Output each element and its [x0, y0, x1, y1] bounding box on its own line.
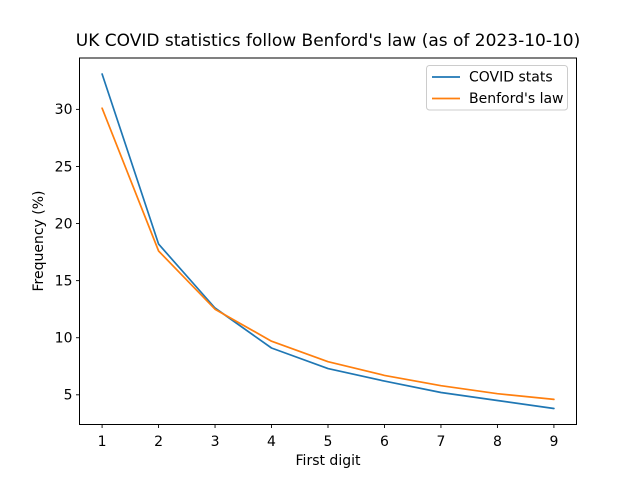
legend: COVID stats Benford's law	[426, 65, 568, 111]
x-axis-ticks: 1 2 3 4 5 6 7 8 9	[98, 424, 558, 450]
chart-title: UK COVID statistics follow Benford's law…	[76, 31, 580, 51]
y-tick-label: 20	[55, 216, 73, 232]
series-line-benford-s-law	[101, 107, 555, 401]
y-tick-label: 25	[55, 159, 73, 175]
x-tick-label: 1	[98, 434, 107, 450]
y-tick-label: 10	[55, 331, 73, 347]
y-axis-ticks: 5 10 15 20 25 30	[55, 102, 80, 404]
legend-label-covid-stats: COVID stats	[469, 70, 553, 86]
x-tick-label: 2	[154, 434, 163, 450]
x-tick-label: 4	[267, 434, 276, 450]
y-tick-label: 15	[55, 273, 73, 289]
x-tick-label: 9	[549, 434, 558, 450]
x-axis-label: First digit	[296, 453, 361, 469]
y-tick-label: 30	[55, 102, 73, 118]
y-tick-label: 5	[64, 388, 73, 404]
legend-label-benfords-law: Benford's law	[469, 91, 564, 107]
series-line-covid-stats	[101, 73, 555, 410]
x-tick-label: 8	[493, 434, 502, 450]
x-tick-label: 6	[380, 434, 389, 450]
x-tick-label: 7	[436, 434, 445, 450]
legend-box	[426, 65, 568, 111]
plot-series	[101, 73, 555, 410]
x-tick-label: 5	[324, 434, 333, 450]
x-tick-label: 3	[211, 434, 220, 450]
y-axis-label: Frequency (%)	[31, 190, 47, 291]
